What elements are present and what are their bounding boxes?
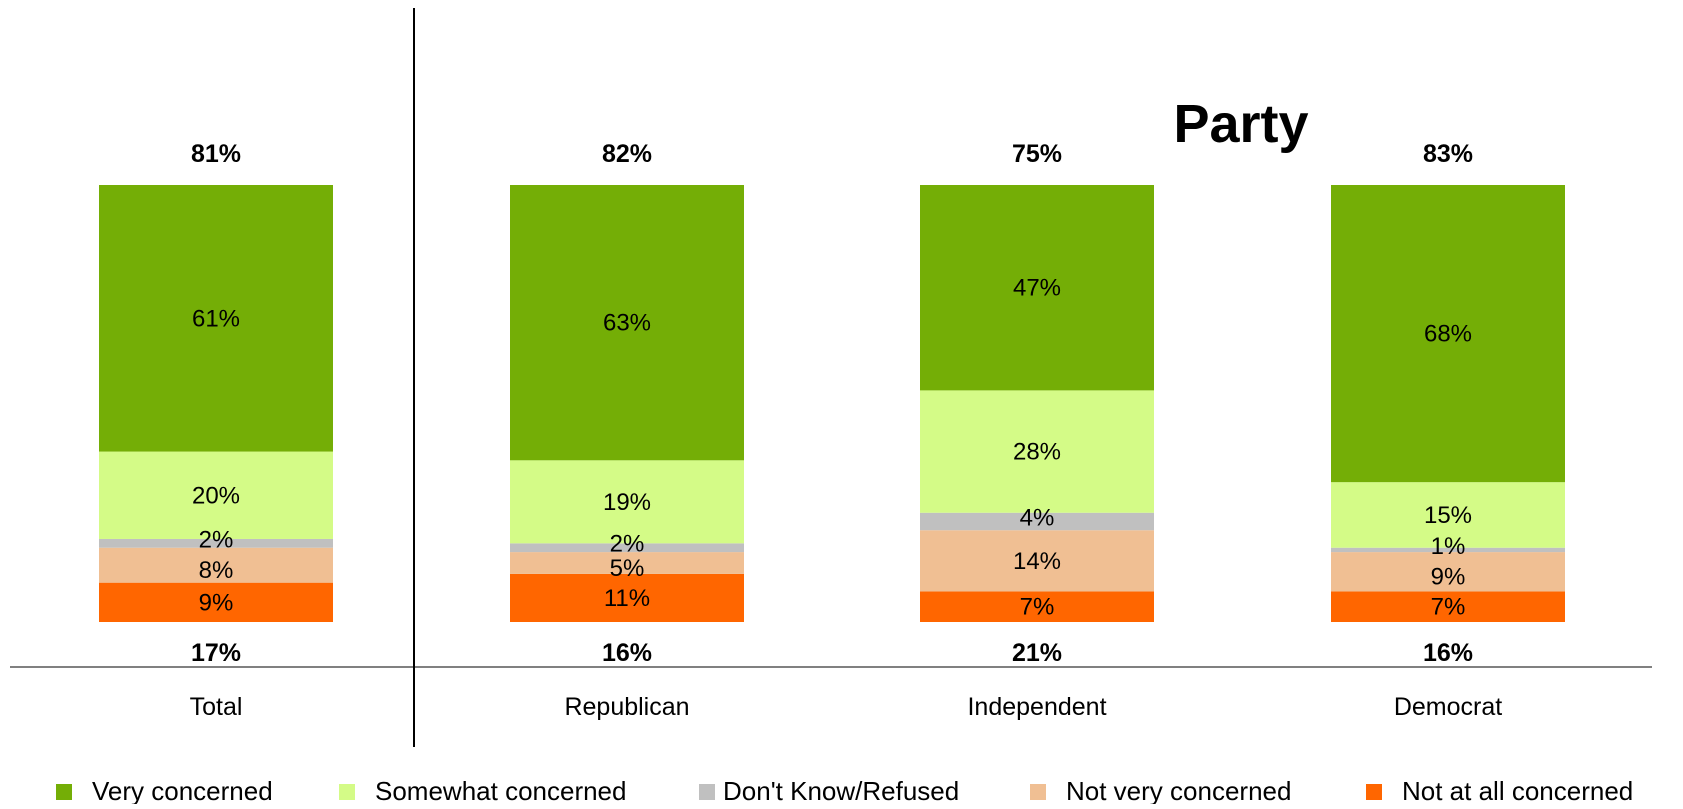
segment-label-republican-somewhat-concerned: 19% (603, 489, 651, 516)
top-total-republican: 82% (602, 140, 652, 168)
bar-segment-total-not-very-concerned (99, 547, 333, 583)
legend-label-very-concerned: Very concerned (92, 776, 273, 804)
bar-segment-independent-somewhat-concerned (920, 390, 1154, 513)
bar-segment-independent-don-t-know-refused (920, 512, 1154, 531)
segment-label-republican-not-at-all-concerned: 11% (604, 585, 650, 612)
bottom-total-democrat: 16% (1423, 639, 1473, 667)
bar-segment-total-not-at-all-concerned (99, 582, 333, 622)
bar-segment-republican-not-very-concerned (510, 552, 744, 574)
top-total-democrat: 83% (1423, 140, 1473, 168)
segment-label-independent-not-very-concerned: 14% (1013, 548, 1061, 575)
legend-swatch-not-very-concerned (1030, 784, 1046, 800)
bottom-total-total: 17% (191, 639, 241, 667)
labels-layer: 9%8%2%20%61%81%17%Total11%5%2%19%63%82%1… (190, 94, 1503, 721)
bar-segment-democrat-not-at-all-concerned (1331, 591, 1565, 622)
bottom-total-republican: 16% (602, 639, 652, 667)
bar-segment-democrat-not-very-concerned (1331, 552, 1565, 592)
bar-segment-independent-not-at-all-concerned (920, 591, 1154, 622)
segment-label-total-not-at-all-concerned: 9% (199, 589, 234, 616)
bar-segment-republican-not-at-all-concerned (510, 573, 744, 622)
segment-label-independent-very-concerned: 47% (1013, 275, 1061, 302)
bar-segment-democrat-somewhat-concerned (1331, 482, 1565, 548)
bar-segment-total-very-concerned (99, 185, 333, 452)
segment-label-independent-not-at-all-concerned: 7% (1020, 594, 1055, 621)
segment-label-republican-very-concerned: 63% (603, 310, 651, 337)
bar-segment-independent-very-concerned (920, 185, 1154, 391)
segment-label-total-very-concerned: 61% (192, 305, 240, 332)
category-label-democrat: Democrat (1394, 693, 1502, 721)
bar-segment-total-somewhat-concerned (99, 451, 333, 539)
top-total-total: 81% (191, 140, 241, 168)
top-total-independent: 75% (1012, 140, 1062, 168)
segment-label-total-don-t-know-refused: 2% (199, 526, 234, 553)
legend-swatch-very-concerned (56, 784, 72, 800)
segment-label-democrat-not-very-concerned: 9% (1431, 564, 1466, 591)
legend: Very concerned Somewhat concerned Don't Kn… (56, 776, 1633, 806)
bar-segment-democrat-don-t-know-refused (1331, 547, 1565, 553)
bars-layer (99, 185, 1565, 622)
segment-label-republican-don-t-know-refused: 2% (610, 531, 645, 558)
legend-label-not-at-all-concerned: Not at all concerned (1402, 776, 1633, 804)
category-label-republican: Republican (564, 693, 689, 721)
segment-label-independent-don-t-know-refused: 4% (1020, 504, 1055, 531)
category-label-total: Total (190, 693, 243, 721)
legend-label-don-t-know-refused: Don't Know/Refused (723, 776, 959, 804)
segment-label-democrat-very-concerned: 68% (1424, 321, 1472, 348)
legend-swatch-somewhat-concerned (339, 784, 355, 800)
bar-segment-republican-very-concerned (510, 185, 744, 461)
segment-label-independent-somewhat-concerned: 28% (1013, 439, 1061, 466)
segment-label-total-somewhat-concerned: 20% (192, 482, 240, 509)
bar-segment-democrat-very-concerned (1331, 185, 1565, 483)
group-label: Party (1173, 94, 1308, 154)
legend-label-somewhat-concerned: Somewhat concerned (375, 776, 626, 804)
legend-swatch-not-at-all-concerned (1366, 784, 1382, 800)
category-label-independent: Independent (967, 693, 1106, 721)
bar-segment-independent-not-very-concerned (920, 530, 1154, 592)
bottom-total-independent: 21% (1012, 639, 1062, 667)
axes-layer (10, 8, 1652, 747)
segment-label-total-not-very-concerned: 8% (199, 557, 234, 584)
bar-segment-republican-somewhat-concerned (510, 460, 744, 544)
legend-swatch-don-t-know-refused (699, 784, 715, 800)
segment-label-democrat-somewhat-concerned: 15% (1424, 502, 1472, 529)
bar-segment-total-don-t-know-refused (99, 538, 333, 548)
legend-label-not-very-concerned: Not very concerned (1066, 776, 1291, 804)
bar-segment-republican-don-t-know-refused (510, 543, 744, 553)
segment-label-democrat-not-at-all-concerned: 7% (1431, 594, 1466, 621)
segment-label-republican-not-very-concerned: 5% (610, 555, 645, 582)
segment-label-democrat-don-t-know-refused: 1% (1431, 533, 1466, 560)
